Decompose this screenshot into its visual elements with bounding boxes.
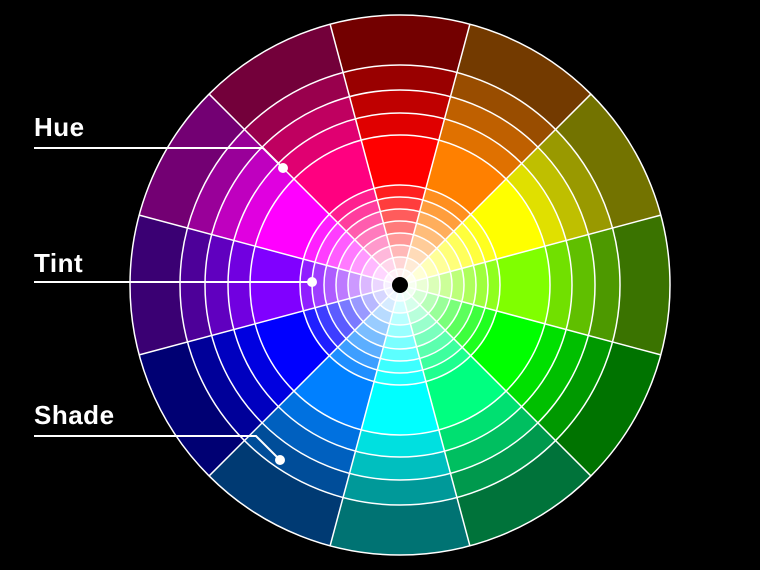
- wheel-cell: [613, 215, 670, 355]
- callout-label-tint: Tint: [34, 248, 83, 279]
- color-wheel-diagram: [0, 0, 760, 570]
- wheel-cell: [130, 215, 187, 355]
- wheel-cell: [361, 382, 439, 435]
- wheel-center-dot: [392, 277, 408, 293]
- callout-dot-shade: [275, 455, 285, 465]
- callout-dot-tint: [307, 277, 317, 287]
- wheel-cell: [497, 246, 550, 324]
- wheel-cell: [330, 498, 470, 555]
- wheel-cell: [330, 15, 470, 72]
- callout-label-shade: Shade: [34, 400, 115, 431]
- wheel-cell: [361, 135, 439, 188]
- callout-dot-hue: [278, 163, 288, 173]
- callout-label-hue: Hue: [34, 112, 85, 143]
- wheel-cell: [250, 246, 303, 324]
